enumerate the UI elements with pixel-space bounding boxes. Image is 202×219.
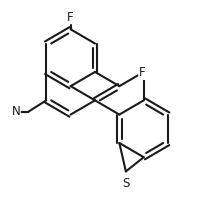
Text: S: S — [122, 177, 129, 190]
Text: F: F — [138, 66, 145, 79]
Text: F: F — [67, 11, 74, 24]
Text: S: S — [122, 177, 129, 190]
Text: N: N — [11, 105, 20, 118]
